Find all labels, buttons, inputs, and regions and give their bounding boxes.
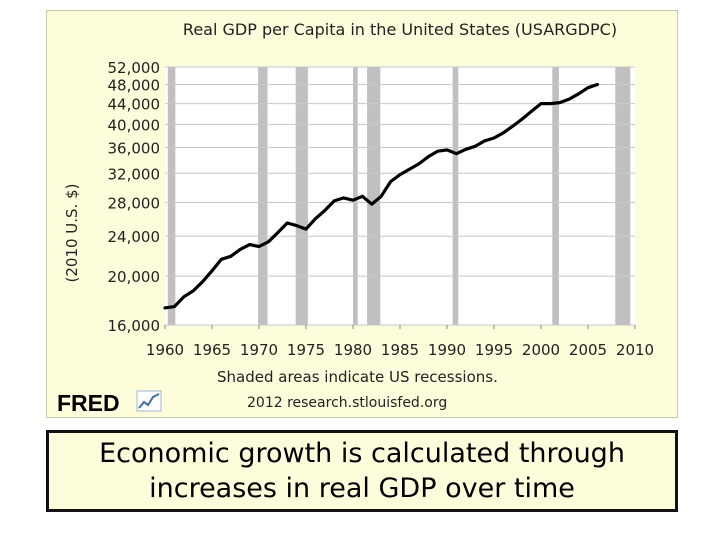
recession-layer [167, 67, 631, 325]
y-tick-label: 16,000 [108, 317, 161, 335]
x-tick-label: 2010 [616, 341, 654, 359]
recession-band [167, 67, 176, 325]
y-tick-label: 52,000 [108, 59, 161, 77]
recession-band [615, 67, 631, 325]
caption-line-1: Economic growth is calculated through [99, 438, 625, 469]
chart-panel: 16,000 20,000 24,000 28,000 32,000 36,000 40,0… [46, 10, 678, 418]
y-tick-label: 44,000 [108, 96, 161, 114]
x-tick-label: 1975 [287, 341, 325, 359]
x-tick-label: 1960 [146, 341, 184, 359]
y-tick-label: 20,000 [108, 268, 161, 286]
y-tick-label: 36,000 [108, 139, 161, 157]
y-tick-label: 24,000 [108, 228, 161, 246]
y-tick-label: 28,000 [108, 195, 161, 213]
series-layer [163, 82, 600, 310]
x-tick-label: 1985 [381, 341, 419, 359]
gdp-series-line [163, 82, 600, 310]
plot-area [165, 67, 635, 325]
x-tick-labels: 1960 1965 1970 1975 1980 1985 1990 1995 2000 2005… [146, 325, 654, 359]
x-tick-label: 1990 [428, 341, 466, 359]
y-tick-labels: 16,000 20,000 24,000 28,000 32,000 36,000 40,0… [108, 59, 161, 335]
y-axis-label: (2010 U.S. $) [63, 184, 81, 283]
recession-band [367, 67, 381, 325]
y-tick-label: 40,000 [108, 116, 161, 134]
fred-logo-text: FRED [57, 390, 120, 416]
recession-band [353, 67, 358, 325]
recession-band [452, 67, 459, 325]
x-tick-label: 2005 [569, 341, 607, 359]
gdp-chart: 16,000 20,000 24,000 28,000 32,000 36,000 40,0… [57, 20, 654, 416]
x-tick-label: 2000 [522, 341, 560, 359]
x-tick-label: 1980 [334, 341, 372, 359]
recession-note: Shaded areas indicate US recessions. [217, 368, 498, 386]
caption-box: Economic growth is calculated through in… [46, 430, 678, 512]
recession-band [552, 67, 559, 325]
chart-line-icon [136, 390, 162, 412]
source-text: 2012 research.stlouisfed.org [247, 395, 447, 411]
y-tick-label: 32,000 [108, 165, 161, 183]
x-tick-label: 1970 [240, 341, 278, 359]
chart-title: Real GDP per Capita in the United States… [183, 20, 617, 39]
caption-line-2: increases in real GDP over time [149, 473, 575, 504]
x-tick-label: 1995 [475, 341, 513, 359]
recession-band [258, 67, 268, 325]
y-tick-label: 48,000 [108, 77, 161, 95]
x-tick-label: 1965 [193, 341, 231, 359]
recession-band [295, 67, 308, 325]
